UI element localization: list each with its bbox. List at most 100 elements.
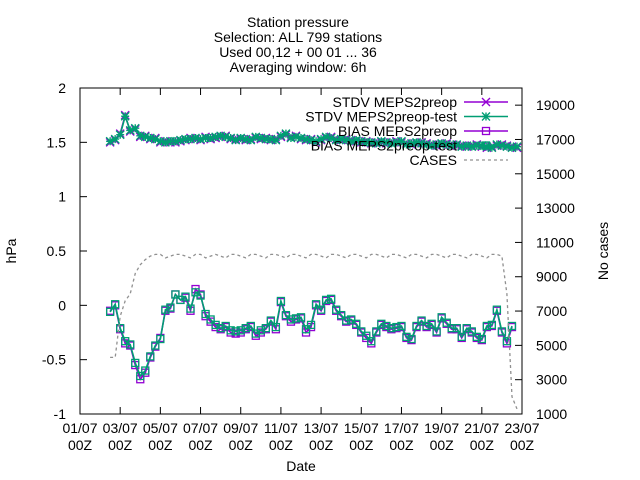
data-point — [492, 305, 502, 314]
data-point — [130, 123, 140, 133]
data-point — [236, 133, 246, 143]
data-point — [487, 320, 497, 330]
data-point — [196, 134, 206, 144]
data-point — [191, 133, 201, 143]
data-point — [281, 129, 291, 139]
y2-tick-label: 17000 — [536, 131, 575, 147]
data-point — [366, 137, 376, 147]
y2-tick-label: 5000 — [536, 337, 567, 353]
legend-marker — [481, 97, 491, 107]
data-point — [261, 134, 271, 144]
data-point — [221, 321, 230, 331]
data-point — [326, 294, 336, 303]
data-point — [437, 138, 447, 148]
data-point — [201, 309, 210, 319]
data-point — [276, 296, 286, 306]
data-point — [140, 132, 150, 142]
series-line — [109, 287, 513, 381]
x-tick-label: 05/07 00Z — [143, 420, 178, 453]
data-point — [452, 140, 462, 150]
series-stdv-meps2preop-test — [105, 111, 522, 153]
y-tick-label: -1 — [54, 406, 67, 422]
data-point — [146, 352, 155, 361]
data-point — [407, 334, 416, 344]
data-point — [306, 320, 316, 330]
data-point — [362, 331, 371, 340]
data-point — [241, 134, 251, 144]
title-line: Selection: ALL 799 stations — [214, 29, 382, 45]
data-point — [371, 138, 381, 148]
data-point — [482, 321, 491, 331]
data-point — [502, 142, 512, 152]
x-tick-label: 03/07 00Z — [103, 420, 138, 453]
data-point — [422, 140, 432, 150]
data-point — [221, 132, 231, 142]
data-point — [135, 131, 145, 141]
data-point — [311, 300, 321, 309]
series-bias-meps2preop-test — [105, 288, 517, 381]
data-point — [266, 316, 276, 325]
data-point — [467, 142, 477, 152]
legend-label: CASES — [410, 152, 457, 168]
data-point — [166, 303, 175, 312]
data-point — [115, 130, 125, 140]
data-point — [452, 324, 461, 333]
legend-label: STDV MEPS2preop-test — [305, 109, 457, 125]
data-point — [136, 371, 145, 381]
y2-tick-label: 3000 — [536, 372, 567, 388]
data-point — [165, 136, 175, 146]
data-point — [497, 327, 507, 336]
data-point — [236, 326, 245, 335]
data-point — [447, 141, 457, 151]
data-point — [276, 131, 286, 141]
x-tick-label: 09/07 00Z — [223, 420, 258, 453]
data-point — [316, 134, 326, 144]
title-line: Used 00,12 + 00 01 ... 36 — [219, 44, 377, 60]
y-axis-label: hPa — [3, 238, 19, 263]
x-tick-label: 07/07 00Z — [183, 420, 218, 453]
data-point — [502, 337, 512, 346]
x-tick-label: 15/07 00Z — [344, 420, 379, 453]
data-point — [321, 295, 331, 305]
series-line — [110, 253, 518, 410]
data-point — [155, 136, 165, 146]
data-point — [301, 325, 311, 334]
title-line: Averaging window: 6h — [230, 59, 367, 75]
legend-label: BIAS MEPS2preop — [338, 123, 457, 139]
x-tick-label: 01/07 00Z — [62, 420, 97, 453]
data-point — [125, 125, 135, 135]
data-point — [356, 136, 366, 146]
data-point — [296, 133, 306, 143]
y2-tick-label: 19000 — [536, 97, 575, 113]
y-tick-label: 0.5 — [47, 243, 67, 259]
data-point — [316, 305, 326, 314]
data-point — [180, 134, 190, 144]
data-point — [160, 137, 170, 147]
data-point — [170, 136, 180, 146]
y2-tick-label: 1000 — [536, 406, 567, 422]
data-point — [482, 142, 492, 152]
data-point — [306, 135, 316, 145]
data-point — [432, 327, 441, 336]
data-point — [286, 133, 296, 143]
data-point — [332, 305, 341, 314]
y2-tick-label: 13000 — [536, 200, 575, 216]
data-point — [361, 137, 371, 147]
data-point — [427, 141, 437, 151]
y-tick-label: 1.5 — [47, 134, 67, 150]
x-tick-label: 23/07 00Z — [504, 420, 539, 453]
data-point — [241, 324, 250, 333]
data-point — [386, 138, 396, 148]
data-point — [402, 332, 411, 341]
data-point — [116, 324, 125, 333]
x-tick-label: 19/07 00Z — [424, 420, 459, 453]
data-point — [437, 313, 446, 322]
data-point — [442, 140, 452, 150]
data-point — [372, 327, 381, 336]
data-point — [171, 290, 180, 299]
data-point — [422, 321, 431, 331]
data-point — [391, 137, 401, 147]
data-point — [351, 135, 361, 145]
data-point — [382, 321, 391, 331]
